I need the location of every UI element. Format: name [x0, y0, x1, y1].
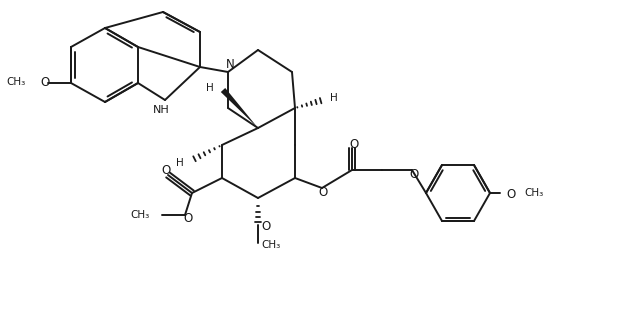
- Polygon shape: [221, 88, 258, 128]
- Text: H: H: [330, 93, 338, 103]
- Text: O: O: [261, 220, 270, 233]
- Text: O: O: [506, 187, 515, 201]
- Text: O: O: [162, 164, 170, 177]
- Text: NH: NH: [153, 105, 169, 115]
- Text: CH₃: CH₃: [7, 77, 26, 87]
- Text: O: O: [349, 138, 359, 151]
- Text: H: H: [176, 158, 184, 168]
- Text: O: O: [409, 168, 419, 180]
- Text: CH₃: CH₃: [524, 188, 543, 198]
- Text: CH₃: CH₃: [261, 240, 281, 250]
- Text: CH₃: CH₃: [131, 210, 150, 220]
- Text: O: O: [184, 211, 192, 225]
- Text: O: O: [318, 186, 328, 198]
- Text: H: H: [206, 83, 214, 93]
- Text: O: O: [40, 77, 50, 89]
- Text: N: N: [226, 58, 235, 71]
